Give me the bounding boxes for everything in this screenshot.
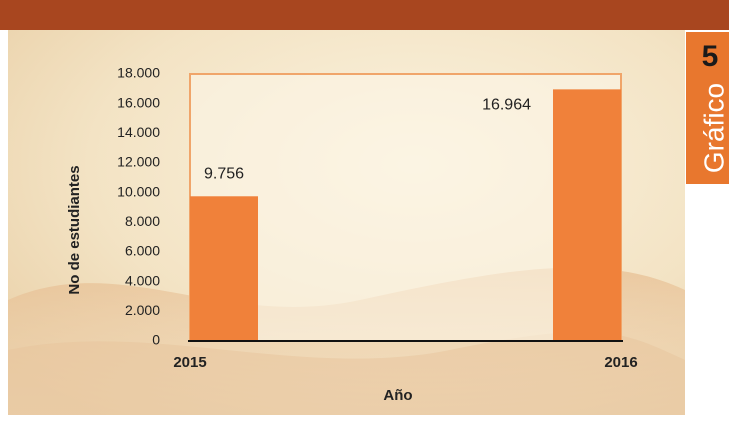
- value-label: 16.964: [482, 97, 531, 114]
- bar: [553, 89, 621, 341]
- y-axis-label: No de estudiantes: [66, 165, 83, 294]
- y-tick-label: 14.000: [117, 124, 160, 140]
- y-tick-label: 2.000: [125, 302, 160, 318]
- badge-label: Gráfico: [698, 83, 729, 173]
- value-label: 9.756: [204, 166, 244, 183]
- x-tick-label: 2015: [173, 354, 206, 371]
- y-tick-label: 18.000: [117, 65, 160, 81]
- y-tick-label: 0: [152, 332, 160, 348]
- x-axis-label: Año: [383, 387, 412, 404]
- top-banner: [0, 0, 729, 30]
- y-tick-label: 4.000: [125, 272, 160, 288]
- y-tick-label: 12.000: [117, 154, 160, 170]
- y-tick-label: 10.000: [117, 183, 160, 199]
- decor-wave: [8, 331, 685, 415]
- y-tick-label: 8.000: [125, 213, 160, 229]
- y-tick-label: 16.000: [117, 94, 160, 110]
- badge: [686, 32, 729, 184]
- bar: [190, 196, 258, 341]
- badge-number: 5: [702, 40, 719, 73]
- y-tick-label: 6.000: [125, 243, 160, 259]
- x-tick-label: 2016: [604, 354, 637, 371]
